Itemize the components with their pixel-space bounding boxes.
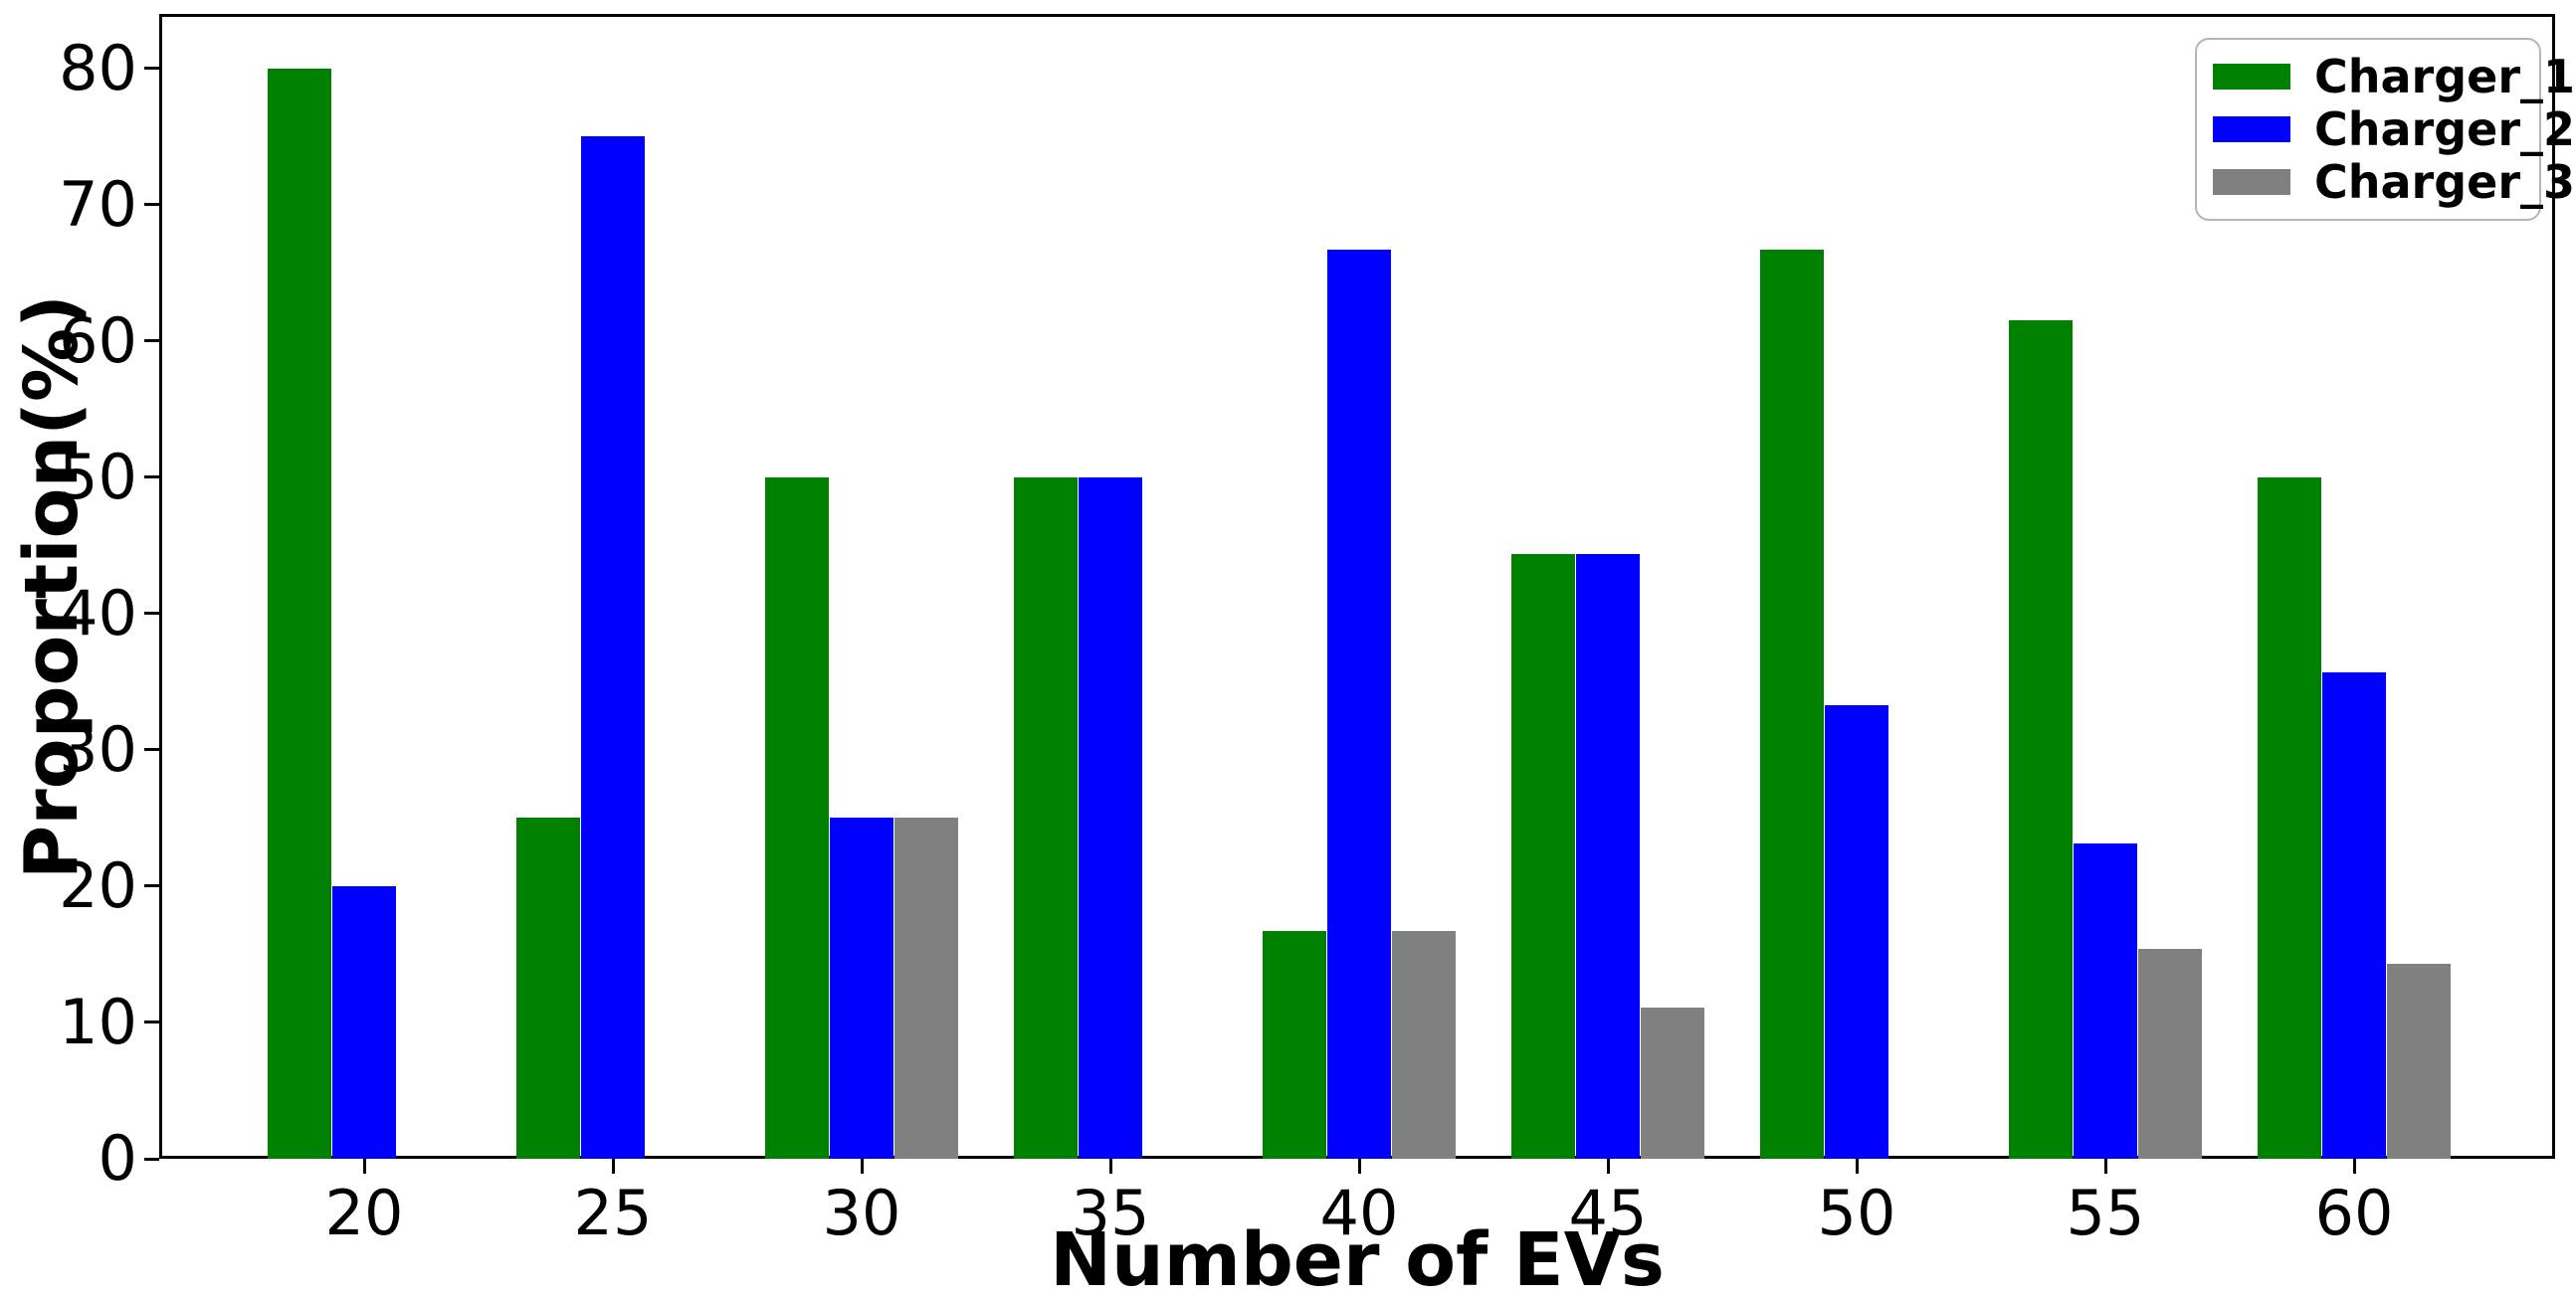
x-tick-label-30: 30 <box>822 1177 901 1249</box>
bar-charger_1-x60 <box>2258 476 2321 1159</box>
right-spine <box>2552 14 2555 1159</box>
x-tick-label-45: 45 <box>1568 1177 1648 1249</box>
charger-3-swatch <box>2213 169 2290 196</box>
x-tick-35 <box>1108 1159 1112 1174</box>
bar-charger_3-x30 <box>894 818 958 1159</box>
legend-item-charger-3: Charger_3 <box>2213 159 2575 205</box>
bar-charger_1-x45 <box>1511 553 1575 1159</box>
y-tick-label-80: 80 <box>59 31 137 104</box>
bar-charger_1-x30 <box>765 476 829 1159</box>
bar-charger_2-x50 <box>1825 704 1888 1159</box>
x-tick-25 <box>611 1159 615 1174</box>
x-tick-label-40: 40 <box>1319 1177 1399 1249</box>
y-tick-label-40: 40 <box>59 576 137 650</box>
x-tick-45 <box>1606 1159 1610 1174</box>
bar-charger_1-x35 <box>1014 476 1078 1159</box>
y-tick-label-50: 50 <box>59 440 137 513</box>
bar-charger_2-x25 <box>581 136 645 1159</box>
bar-charger_2-x30 <box>830 818 893 1159</box>
y-tick-0 <box>144 1157 159 1161</box>
y-tick-label-70: 70 <box>59 167 137 241</box>
x-tick-label-60: 60 <box>2314 1177 2394 1249</box>
x-tick-label-25: 25 <box>573 1177 653 1249</box>
x-tick-30 <box>860 1159 864 1174</box>
charger-2-swatch <box>2213 115 2290 142</box>
bar-charger_1-x25 <box>516 818 580 1159</box>
bar-charger_2-x45 <box>1576 553 1640 1159</box>
y-tick-label-30: 30 <box>59 712 137 786</box>
y-tick-60 <box>144 339 159 343</box>
x-tick-20 <box>362 1159 366 1174</box>
x-tick-label-20: 20 <box>324 1177 404 1249</box>
legend: Charger_1 Charger_2 Charger_3 <box>2195 38 2575 221</box>
charger-1-swatch <box>2213 63 2290 90</box>
bar-charger_2-x20 <box>332 885 396 1159</box>
bar-charger_3-x45 <box>1641 1007 1704 1159</box>
bar-charger_2-x35 <box>1079 476 1142 1159</box>
y-tick-50 <box>144 475 159 479</box>
bar-charger_2-x60 <box>2322 671 2386 1159</box>
legend-label: Charger_1 <box>2314 49 2576 103</box>
x-tick-label-50: 50 <box>1817 1177 1896 1249</box>
y-tick-30 <box>144 748 159 752</box>
x-tick-60 <box>2352 1159 2356 1174</box>
legend-label: Charger_2 <box>2314 101 2576 156</box>
y-tick-80 <box>144 67 159 71</box>
bar-charger_1-x50 <box>1760 250 1824 1159</box>
legend-item-charger-2: Charger_2 <box>2213 106 2575 152</box>
bar-charger_3-x40 <box>1392 931 1456 1159</box>
y-tick-40 <box>144 612 159 616</box>
left-spine <box>159 14 162 1159</box>
legend-item-charger-1: Charger_1 <box>2213 54 2575 99</box>
y-tick-label-10: 10 <box>59 985 137 1058</box>
plot-area <box>159 14 2555 1159</box>
y-tick-label-20: 20 <box>59 848 137 922</box>
bar-charger_1-x55 <box>2009 320 2073 1159</box>
x-tick-label-55: 55 <box>2066 1177 2145 1249</box>
x-tick-50 <box>1855 1159 1859 1174</box>
bar-charger_3-x60 <box>2387 964 2451 1159</box>
bar-charger_1-x20 <box>268 68 331 1159</box>
x-tick-55 <box>2103 1159 2107 1174</box>
x-tick-label-35: 35 <box>1071 1177 1150 1249</box>
x-tick-40 <box>1357 1159 1361 1174</box>
y-tick-10 <box>144 1021 159 1024</box>
bar-charger_2-x55 <box>2074 843 2137 1159</box>
y-tick-70 <box>144 203 159 207</box>
top-spine <box>159 14 2555 17</box>
y-tick-label-60: 60 <box>59 303 137 377</box>
bar-charger_2-x40 <box>1327 250 1391 1159</box>
bar-charger_3-x55 <box>2138 948 2202 1159</box>
legend-label: Charger_3 <box>2314 155 2576 210</box>
bar-charger_1-x40 <box>1263 931 1326 1159</box>
y-tick-label-0: 0 <box>98 1122 137 1195</box>
x-axis-title: Number of EVs <box>1050 1217 1665 1302</box>
y-axis-title: Proportion(%) <box>9 294 95 879</box>
y-tick-20 <box>144 884 159 888</box>
